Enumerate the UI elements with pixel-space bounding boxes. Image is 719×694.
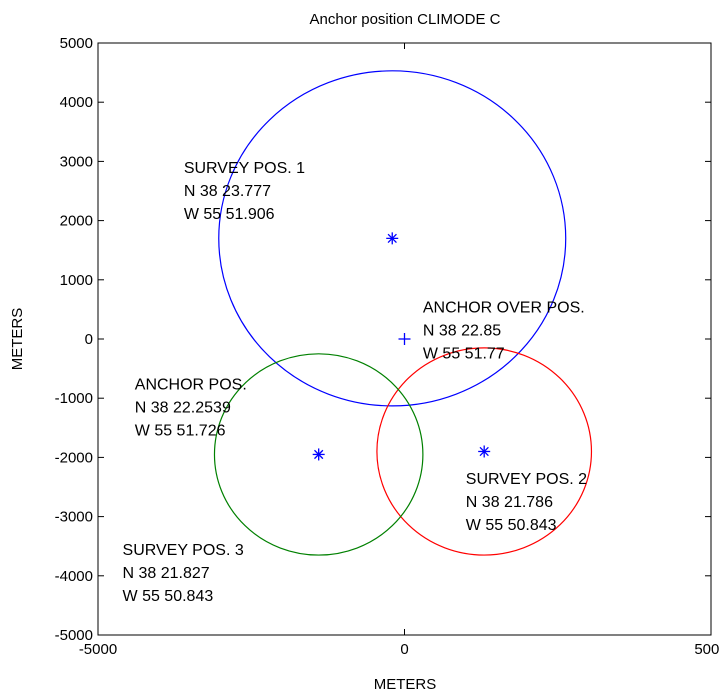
y-tick-label: -2000 xyxy=(55,449,93,466)
annotation-line: N 38 22.85 xyxy=(423,322,501,339)
annotation-line: ANCHOR OVER POS. xyxy=(423,299,585,316)
x-tick-label: -5000 xyxy=(79,641,117,658)
y-tick-label: 1000 xyxy=(60,272,93,289)
range-circle xyxy=(213,353,424,556)
annotation-line: W 55 51.906 xyxy=(184,206,275,223)
annotation-line: W 55 51.77 xyxy=(423,345,505,362)
annotation-line: N 38 22.2539 xyxy=(135,399,231,416)
annotation-label: SURVEY POS. 2 N 38 21.786 W 55 50.843 xyxy=(466,471,587,534)
annotation-line: ANCHOR POS. xyxy=(135,376,247,393)
y-tick-label: 2000 xyxy=(60,213,93,230)
annotation-line: W 55 51.726 xyxy=(135,422,226,439)
y-tick-label: -1000 xyxy=(55,390,93,407)
x-tick-label: 5000 xyxy=(694,641,719,658)
annotation-label: SURVEY POS. 3 N 38 21.827 W 55 50.843 xyxy=(123,542,244,605)
range-circles xyxy=(213,70,593,556)
plus-marker xyxy=(398,333,411,345)
annotation-line: SURVEY POS. 3 xyxy=(123,542,244,559)
y-tick-label: -4000 xyxy=(55,568,93,585)
star-marker xyxy=(478,445,491,458)
annotation-line: N 38 21.827 xyxy=(123,565,210,582)
position-annotations: SURVEY POS. 1 N 38 23.777 W 55 51.906 ANCHO… xyxy=(123,160,588,605)
star-marker xyxy=(386,232,399,245)
range-circle xyxy=(376,347,593,556)
x-tick-label: 0 xyxy=(400,641,408,658)
annotation-line: N 38 23.777 xyxy=(184,183,271,200)
annotation-label: ANCHOR OVER POS. N 38 22.85 W 55 51.77 xyxy=(423,299,585,362)
annotation-label: SURVEY POS. 1 N 38 23.777 W 55 51.906 xyxy=(184,160,305,223)
annotation-line: SURVEY POS. 1 xyxy=(184,160,305,177)
y-axis-label: METERS xyxy=(9,308,26,371)
axis-ticks: -5000 0 5000 5000 4000 3000 2000 1000 0 -1000 -200… xyxy=(55,35,719,658)
y-tick-label: -5000 xyxy=(55,627,93,644)
annotation-line: W 55 50.843 xyxy=(466,517,557,534)
star-marker xyxy=(312,448,325,461)
y-tick-label: -3000 xyxy=(55,509,93,526)
annotation-line: W 55 50.843 xyxy=(123,588,214,605)
range-circle xyxy=(218,70,567,407)
annotation-line: SURVEY POS. 2 xyxy=(466,471,587,488)
y-tick-label: 0 xyxy=(85,331,93,348)
y-tick-label: 3000 xyxy=(60,153,93,170)
y-tick-label: 5000 xyxy=(60,35,93,52)
annotation-label: ANCHOR POS. N 38 22.2539 W 55 51.726 xyxy=(135,376,247,439)
x-axis-label: METERS xyxy=(374,676,437,693)
annotation-line: N 38 21.786 xyxy=(466,494,553,511)
y-tick-label: 4000 xyxy=(60,94,93,111)
position-markers xyxy=(312,232,491,461)
chart-title: Anchor position CLIMODE C xyxy=(310,11,501,28)
